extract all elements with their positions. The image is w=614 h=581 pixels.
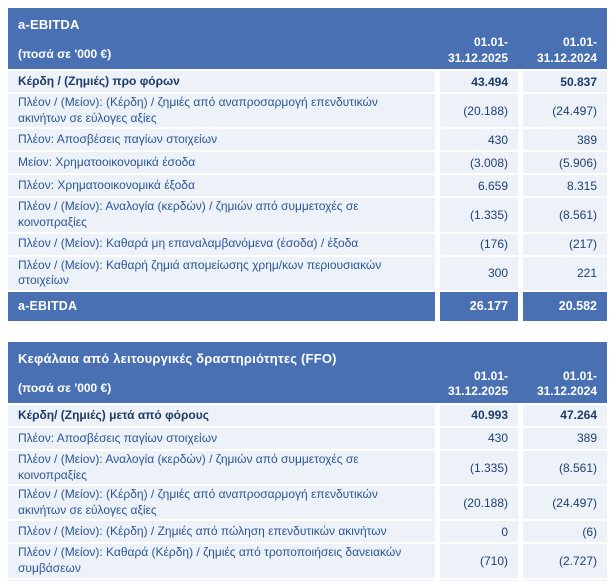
column-header-2024: 01.01- 31.12.2024 [523,35,607,69]
table-row: Πλέον: Χρηματοοικονομικά έξοδα 6.659 8.3… [8,175,607,197]
column-header-2025: 01.01- 31.12.2025 [440,35,518,69]
row-label: Πλέον / (Μείον): Καθαρά (Κέρδη) / ζημιές… [8,544,435,578]
row-label: Πλέον / (Μείον): (Κέρδη) / Ζημιές από πώ… [8,521,435,543]
row-label: Πλέον / (Μείον): Καθαρή ζημιά απομείωσης… [8,256,435,290]
row-value-2025: (877) [440,579,518,581]
row-label: Πλέον / (Μείον): (Κέρδη) / ζημιές από αν… [8,94,435,128]
period-line2: 31.12.2025 [447,50,508,65]
table-row: Πλέον / (Μείον): Καθαρά (Κέρδη) / ζημιές… [8,544,607,578]
row-label: Πλέον: Αποσβέσεις παγίων στοιχείων [8,427,435,449]
total-label: a-EBITDA [8,291,435,321]
row-value-2025: 430 [440,129,518,151]
row-value-2024: 389 [523,427,607,449]
row-value-2025: 0 [440,521,518,543]
table-row: Μείον: Χρηματοοικονομικά έσοδα (3.008) (… [8,152,607,174]
table-row: Πλέον / (Μείον): Καθαρή ζημιά απομείωσης… [8,256,607,290]
period-line2: 31.12.2024 [536,50,597,65]
ffo-table-body: Κέρδη/ (Ζημιές) μετά από φόρους 40.993 4… [8,404,607,581]
row-value-2024: (6) [523,521,607,543]
total-value-2024: 20.582 [523,291,607,321]
row-value-2025: 6.659 [440,175,518,197]
row-value-2025: (1.335) [440,198,518,232]
row-label: Πλέον / (Μείον): (Κέρδη) / ζημιές από αν… [8,486,435,520]
a-ebitda-total-row: a-EBITDA 26.177 20.582 [8,291,607,321]
period-line1: 01.01- [562,35,597,49]
row-value-2024: (24.497) [523,486,607,520]
table-row: Κέρδη/ (Ζημιές) μετά από φόρους 40.993 4… [8,404,607,426]
table-row: Πλέον / (Μείον): (Κέρδη) / Ζημιές από πώ… [8,521,607,543]
row-value-2024: 47.264 [523,404,607,426]
table-row: Πλέον / (Μείον): (Κέρδη) / ζημιές από αν… [8,94,607,128]
row-value-2024: (947) [523,579,607,581]
row-value-2024: (2.727) [523,544,607,578]
table-subtitle: (ποσά σε '000 €) [18,47,112,62]
table-row: Πλέον / (Μείον): Καθαρά μη επαναλαμβανόμ… [8,233,607,255]
period-line1: 01.01- [562,368,597,383]
table-row: Πλέον / (Μείον): (Κέρδη) / ζημιές από αν… [8,486,607,520]
row-value-2024: 389 [523,129,607,151]
a-ebitda-table: a-EBITDA (ποσά σε '000 €) 01.01- 31.12.2… [8,8,607,321]
row-value-2025: (3.008) [440,152,518,174]
table-row: Κέρδη / (Ζημιές) προ φόρων 43.494 50.837 [8,71,607,93]
table-row: Πλέον: Αποσβέσεις παγίων στοιχείων 430 3… [8,129,607,151]
row-value-2025: (1.335) [440,450,518,485]
row-value-2024: 8.315 [523,175,607,197]
row-value-2024: (8.561) [523,198,607,232]
table-row: Πλέον / (Μείον): Αναλογία (κερδών) / ζημ… [8,450,607,485]
row-value-2024: (217) [523,233,607,255]
row-label: Κέρδη/ (Ζημιές) μετά από φόρους [8,404,435,426]
row-value-2024: (5.906) [523,152,607,174]
total-value-2025: 26.177 [440,291,518,321]
column-header-2024: 01.01- 31.12.2024 [523,369,607,403]
row-value-2024: 50.837 [523,71,607,93]
row-value-2025: (20.188) [440,94,518,128]
row-value-2025: (20.188) [440,486,518,520]
period-line1: 01.01- [473,368,508,383]
ffo-table-header: Κεφάλαια από λειτουργικές δραστηριότητες… [8,341,607,403]
row-label: Πλέον / (Μείον): Αναλογία (κερδών) / ζημ… [8,450,435,485]
a-ebitda-table-body: Κέρδη / (Ζημιές) προ φόρων 43.494 50.837… [8,71,607,290]
row-label: Μείον: Χρηματοοικονομικά έσοδα [8,152,435,174]
period-line2: 31.12.2024 [536,384,597,399]
row-value-2025: 40.993 [440,404,518,426]
row-value-2025: (176) [440,233,518,255]
period-line1: 01.01- [473,35,508,49]
row-label: Μείον: Κεφαλαιοποίηση τόκων [8,579,435,581]
row-value-2024: (24.497) [523,94,607,128]
row-label: Πλέον / (Μείον): Αναλογία (κερδών) / ζημ… [8,198,435,232]
table-row: Μείον: Κεφαλαιοποίηση τόκων (877) (947) [8,579,607,581]
row-value-2025: 43.494 [440,71,518,93]
table-title: a-EBITDA [18,17,80,32]
table-subtitle: (ποσά σε '000 €) [18,380,112,395]
a-ebitda-table-header: a-EBITDA (ποσά σε '000 €) 01.01- 31.12.2… [8,8,607,70]
row-value-2025: 430 [440,427,518,449]
table-title: Κεφάλαια από λειτουργικές δραστηριότητες… [18,350,337,366]
row-value-2025: (710) [440,544,518,578]
row-label: Κέρδη / (Ζημιές) προ φόρων [8,71,435,93]
table-row: Πλέον: Αποσβέσεις παγίων στοιχείων 430 3… [8,427,607,449]
table-row: Πλέον / (Μείον): Αναλογία (κερδών) / ζημ… [8,198,607,232]
row-label: Πλέον / (Μείον): Καθαρά μη επαναλαμβανόμ… [8,233,435,255]
row-value-2024: (8.561) [523,450,607,485]
row-label: Πλέον: Αποσβέσεις παγίων στοιχείων [8,129,435,151]
period-line2: 31.12.2025 [447,384,508,399]
row-value-2025: 300 [440,256,518,290]
column-header-2025: 01.01- 31.12.2025 [440,369,518,403]
row-value-2024: 221 [523,256,607,290]
row-label: Πλέον: Χρηματοοικονομικά έξοδα [8,175,435,197]
ffo-table: Κεφάλαια από λειτουργικές δραστηριότητες… [8,341,607,581]
